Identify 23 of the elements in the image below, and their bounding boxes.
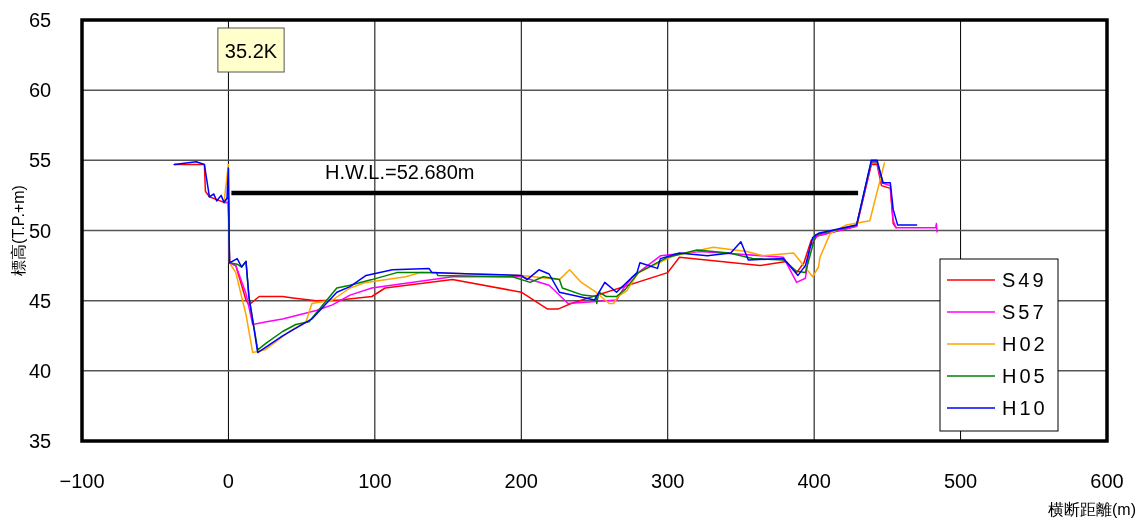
x-tick-label: 500 — [943, 470, 978, 492]
x-tick-label: 600 — [1090, 470, 1124, 492]
x-tick-label: 200 — [504, 470, 538, 492]
y-tick-label: 35 — [28, 430, 52, 452]
x-tick-label: 300 — [651, 470, 685, 492]
y-axis-title: 標高(T.P.+m) — [10, 185, 27, 276]
x-tick-label: −100 — [59, 470, 105, 492]
y-tick-label: 50 — [28, 219, 52, 242]
x-tick-label: 100 — [358, 470, 392, 492]
y-tick-label: 55 — [28, 149, 52, 172]
x-tick-label: 400 — [797, 470, 831, 492]
y-tick-label: 45 — [28, 289, 52, 312]
y-tick-label: 60 — [28, 79, 52, 102]
legend-label: H02 — [1002, 333, 1048, 355]
x-tick-label: 0 — [222, 470, 234, 492]
legend-label: S57 — [1002, 301, 1047, 323]
legend-label: S49 — [1002, 269, 1047, 291]
y-tick-label: 65 — [28, 9, 52, 31]
x-axis-title: 横断距離(m) — [1048, 501, 1136, 518]
y-tick-label: 40 — [28, 359, 52, 382]
legend-label: H10 — [1002, 397, 1048, 419]
annotation: 35.2K — [224, 40, 278, 62]
legend-label: H05 — [1002, 365, 1048, 387]
